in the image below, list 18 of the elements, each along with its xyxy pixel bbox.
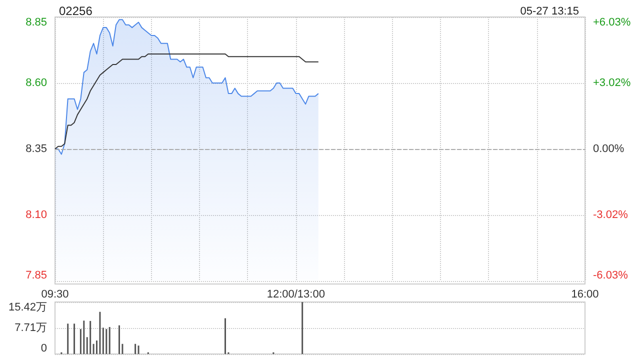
y-tick-label: 8.60: [26, 77, 47, 89]
y-tick-label: 8.35: [26, 143, 47, 155]
x-tick-label: 12:00/13:00: [266, 288, 325, 300]
y2-tick-label: +6.03%: [593, 16, 631, 28]
y2-tick-label: -6.03%: [593, 270, 628, 282]
y-tick-label: 0: [40, 342, 47, 354]
chart-title: 02256: [59, 4, 93, 18]
annotation: 05-27 13:15: [520, 6, 579, 18]
y2-tick-label: 0.00%: [593, 143, 624, 155]
y-tick-label: 8.85: [26, 16, 47, 28]
y-tick-label: 15.42万: [8, 302, 47, 314]
y-tick-label: 7.85: [26, 270, 47, 282]
y-tick-label: 8.10: [26, 209, 47, 221]
y2-tick-label: +3.02%: [593, 76, 631, 89]
x-tick-label: 09:30: [41, 288, 69, 300]
x-tick-label: 16:00: [571, 288, 599, 300]
y2-tick-label: -3.02%: [593, 209, 628, 222]
y-tick-label: 7.71万: [14, 322, 47, 334]
